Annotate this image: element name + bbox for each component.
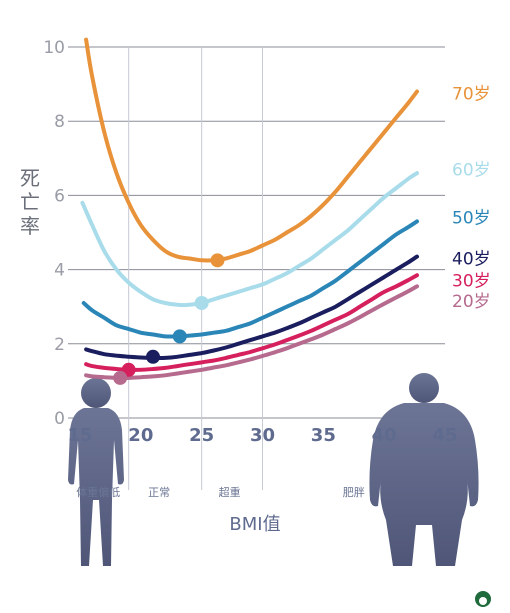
y-tick-label: 0	[54, 409, 65, 429]
x-tick-label: 30	[250, 425, 275, 446]
series-min-point	[172, 329, 187, 344]
y-tick-label: 8	[54, 112, 65, 132]
series-label: 50岁	[452, 209, 491, 229]
series-line	[80, 171, 419, 308]
series-label: 30岁	[452, 272, 491, 292]
bmi-category-label: 肥胖	[343, 486, 365, 499]
y-axis-label-line: 死 亡 率	[20, 166, 46, 238]
series-line	[84, 37, 419, 263]
bmi-category-label: 正常	[148, 486, 170, 499]
x-axis-label: BMI值	[229, 514, 280, 535]
y-tick-label: 6	[54, 186, 65, 206]
y-tick-label: 4	[54, 261, 65, 281]
series-label: 70岁	[452, 84, 491, 104]
series-label: 60岁	[452, 160, 491, 180]
y-tick-label: 10	[43, 38, 65, 58]
y-tick-label: 2	[54, 335, 65, 355]
bmi-category-label: 超重	[219, 485, 241, 499]
series-label: 20岁	[452, 292, 491, 312]
bmi-category-label: 体重偏低	[76, 485, 120, 499]
x-tick-label: 15	[67, 425, 92, 446]
series-line	[84, 254, 419, 361]
series-line	[84, 284, 419, 381]
series-min-point	[194, 295, 209, 310]
thin-person-silhouette-icon	[68, 378, 124, 566]
x-tick-label: 35	[311, 425, 336, 446]
series-min-point	[113, 370, 128, 385]
series-min-point	[210, 253, 225, 268]
x-tick-label: 45	[432, 425, 457, 446]
x-tick-label: 40	[372, 425, 397, 446]
x-tick-label: 25	[189, 425, 214, 446]
series-min-point	[146, 349, 160, 364]
corner-logo-icon	[475, 591, 491, 607]
gridlines	[68, 46, 445, 490]
series-label: 40岁	[452, 249, 491, 269]
x-tick-label: 20	[128, 425, 153, 446]
obese-person-silhouette-icon	[369, 373, 479, 566]
series-line	[84, 273, 419, 372]
series-line	[81, 219, 419, 339]
